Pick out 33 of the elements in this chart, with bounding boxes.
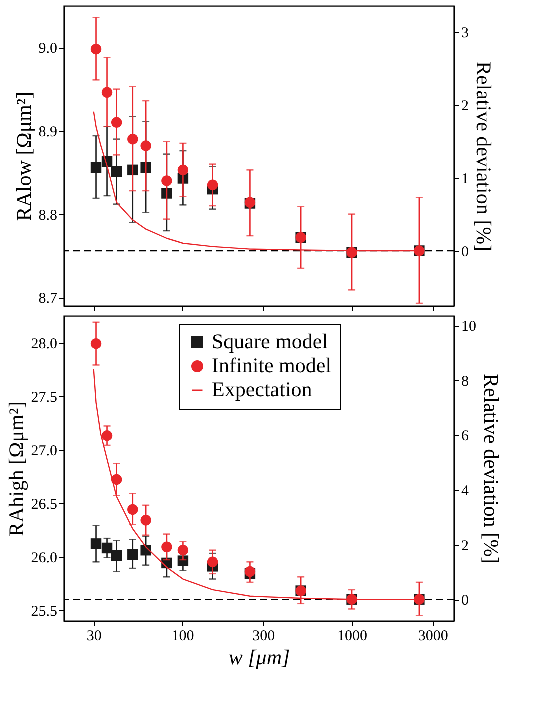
y-tick-label: 8.7 <box>38 291 58 308</box>
y2-tick-label: 1 <box>462 172 469 188</box>
y2-tick-label: 8 <box>462 374 469 390</box>
y2-axis-title: Relative deviation [%] <box>480 374 504 564</box>
x-tick-label: 1000 <box>337 628 368 644</box>
x-tick-label: 30 <box>86 628 102 644</box>
y2-tick-label: 3 <box>462 26 469 42</box>
y2-tick-label: 6 <box>462 428 470 445</box>
legend-label: Square model <box>212 330 328 354</box>
y-tick-label: 26.0 <box>31 550 58 566</box>
y-axis-title: RAlow [Ωμm²] <box>12 92 36 222</box>
y-tick-label: 27.0 <box>31 443 58 460</box>
y-tick-label: 28.0 <box>31 336 58 352</box>
y2-tick-label: 4 <box>462 484 470 500</box>
legend-label: Expectation <box>212 378 313 402</box>
x-axis-title: w [μm] <box>228 646 290 670</box>
x-tick-label: 100 <box>172 628 194 644</box>
y2-tick-label: 2 <box>462 538 469 554</box>
y-axis-title: RAhigh [Ωμm²] <box>4 401 28 537</box>
y2-tick-label: 10 <box>462 319 476 336</box>
y-tick-label: 9.0 <box>38 41 58 58</box>
y-tick-label: 26.5 <box>31 496 58 513</box>
y2-tick-label: 0 <box>462 244 469 260</box>
y-tick-label: 27.5 <box>31 390 58 406</box>
y-tick-label: 25.5 <box>31 604 58 620</box>
y-tick-label: 8.8 <box>38 208 58 224</box>
x-tick-label: 3000 <box>418 628 448 644</box>
legend-label: Infinite model <box>212 354 332 378</box>
x-tick-label: 300 <box>252 628 276 644</box>
y2-tick-label: 2 <box>462 98 469 115</box>
y2-axis-title: Relative deviation [%] <box>472 61 496 252</box>
y2-tick-label: 0 <box>462 593 469 610</box>
y-tick-label: 8.9 <box>38 124 58 140</box>
